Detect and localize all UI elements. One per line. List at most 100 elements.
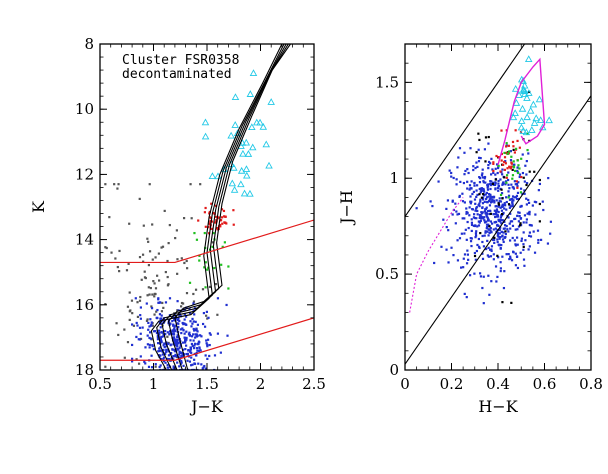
data-point xyxy=(537,238,540,242)
data-point xyxy=(511,203,514,206)
data-point xyxy=(494,215,497,219)
data-point xyxy=(502,240,505,244)
data-point xyxy=(490,157,493,160)
data-point xyxy=(446,199,450,202)
data-point xyxy=(487,167,490,170)
data-point xyxy=(203,211,206,214)
data-point xyxy=(466,187,469,190)
data-point xyxy=(146,334,149,337)
data-point xyxy=(147,365,151,368)
data-point xyxy=(494,182,497,185)
data-point xyxy=(147,240,150,243)
data-point xyxy=(162,335,165,338)
data-point xyxy=(203,325,207,328)
data-point xyxy=(493,212,496,216)
data-point xyxy=(507,196,510,199)
data-point-triangle xyxy=(517,123,526,131)
data-point xyxy=(175,317,178,320)
data-point xyxy=(197,349,200,353)
data-point xyxy=(209,333,212,336)
data-point xyxy=(482,275,485,278)
data-point xyxy=(201,288,205,291)
data-point xyxy=(222,209,226,213)
data-point xyxy=(483,234,486,237)
data-point xyxy=(158,365,161,369)
data-point xyxy=(176,300,179,303)
data-point xyxy=(510,162,513,165)
data-point xyxy=(176,309,179,312)
data-point xyxy=(484,231,487,234)
data-point xyxy=(492,162,495,165)
data-point-triangle xyxy=(522,128,531,136)
data-point xyxy=(483,148,487,151)
data-point xyxy=(191,317,194,321)
data-point xyxy=(547,176,550,180)
data-point xyxy=(497,185,501,188)
data-point xyxy=(131,343,134,347)
data-point xyxy=(478,156,481,159)
data-point xyxy=(139,295,142,299)
data-point xyxy=(136,315,140,318)
data-point xyxy=(523,214,527,217)
data-point xyxy=(181,341,185,344)
data-point xyxy=(487,195,490,198)
data-point xyxy=(511,186,514,189)
data-point xyxy=(507,178,510,182)
data-point xyxy=(143,270,146,273)
data-point xyxy=(195,327,198,330)
data-point xyxy=(475,207,478,210)
data-point xyxy=(459,180,462,183)
data-point xyxy=(168,223,171,227)
data-point xyxy=(148,343,151,347)
data-point xyxy=(474,258,477,261)
data-point xyxy=(488,212,491,216)
data-point xyxy=(528,170,531,173)
data-point xyxy=(128,318,131,321)
data-point xyxy=(494,173,497,176)
data-point xyxy=(164,301,168,304)
data-point xyxy=(538,178,541,182)
data-point xyxy=(516,266,520,270)
data-point xyxy=(484,230,487,233)
data-point xyxy=(157,329,161,332)
data-point xyxy=(463,217,466,220)
data-point xyxy=(499,170,502,173)
data-point xyxy=(483,175,487,179)
data-point xyxy=(468,184,472,187)
data-point xyxy=(223,241,226,244)
data-point xyxy=(159,354,162,357)
data-point xyxy=(123,356,126,359)
data-point xyxy=(176,345,179,348)
data-point xyxy=(515,197,519,201)
data-point xyxy=(508,257,511,261)
data-point xyxy=(464,228,467,231)
data-point xyxy=(451,213,454,216)
data-point xyxy=(193,313,196,316)
data-point xyxy=(496,240,499,244)
data-point xyxy=(159,326,162,329)
data-point xyxy=(164,270,167,274)
data-point xyxy=(429,200,432,203)
data-point xyxy=(539,238,543,241)
data-point xyxy=(522,221,525,224)
data-point-triangle xyxy=(246,90,255,97)
data-point xyxy=(180,356,183,359)
data-point-triangle xyxy=(545,116,553,124)
data-point xyxy=(497,156,500,159)
data-point xyxy=(148,250,152,253)
data-point xyxy=(492,195,496,198)
data-point xyxy=(159,339,162,342)
data-point xyxy=(506,228,509,231)
data-point xyxy=(473,216,476,220)
data-point-triangle xyxy=(532,114,540,122)
data-point xyxy=(525,183,528,187)
data-point xyxy=(479,188,483,191)
data-point xyxy=(485,223,489,226)
data-point xyxy=(466,168,469,171)
reddening-band-line xyxy=(405,95,591,365)
data-point xyxy=(493,183,497,187)
data-point xyxy=(512,187,516,190)
data-point xyxy=(142,260,145,263)
data-point xyxy=(466,180,469,183)
data-point xyxy=(485,191,488,195)
